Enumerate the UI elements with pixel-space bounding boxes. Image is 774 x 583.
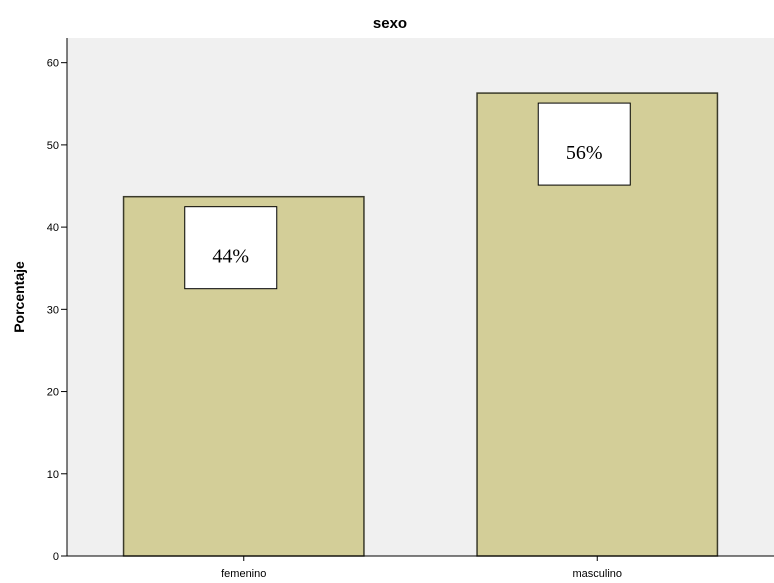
data-label: 44% (212, 246, 249, 268)
y-axis-label: Porcentaje (11, 261, 27, 333)
y-tick-label: 60 (47, 58, 59, 70)
x-tick-label-masculino: masculino (572, 568, 622, 580)
data-label: 56% (566, 142, 603, 164)
x-tick-label-femenino: femenino (221, 568, 266, 580)
data-label-box (184, 206, 278, 290)
x-axis: femenino masculino (221, 556, 622, 580)
y-tick-label: 20 (47, 387, 59, 399)
y-tick-label: 50 (47, 140, 59, 152)
chart-title: sexo (373, 15, 407, 32)
y-tick-label: 10 (47, 469, 59, 481)
y-tick-label: 40 (47, 222, 59, 234)
bars-group: 44% 56% (122, 92, 719, 557)
y-tick-label: 30 (47, 304, 59, 316)
y-tick-label: 0 (53, 551, 59, 563)
y-axis: 0 10 20 30 40 50 60 (47, 58, 67, 563)
data-label-box (537, 102, 631, 186)
